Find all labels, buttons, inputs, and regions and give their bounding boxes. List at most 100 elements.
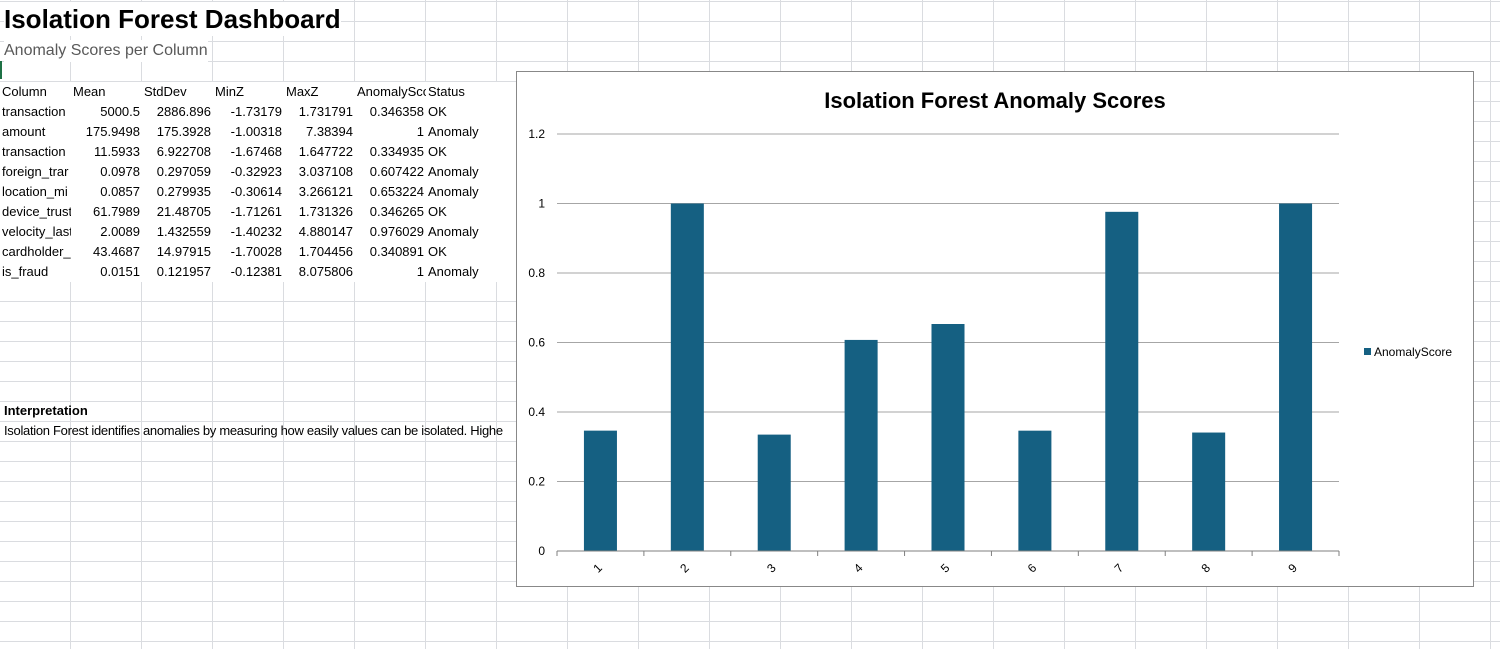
bar-4[interactable] [844,339,878,551]
value-cell[interactable]: 3.266121 [284,182,355,202]
y-tick-label: 0.8 [528,266,545,280]
value-cell[interactable]: 175.3928 [142,122,213,142]
value-cell[interactable]: 0.346265 [355,202,426,222]
header-cell[interactable]: AnomalySco [355,82,426,102]
bar-7[interactable] [1105,211,1139,551]
status-cell[interactable]: OK [426,202,516,222]
x-tick-label: 5 [938,561,953,576]
status-cell[interactable]: Anomaly [426,262,516,282]
y-tick-label: 0.2 [528,475,545,489]
value-cell[interactable]: 0.297059 [142,162,213,182]
value-cell[interactable]: -0.12381 [213,262,284,282]
y-tick-label: 1.2 [528,127,545,141]
value-cell[interactable]: 8.075806 [284,262,355,282]
value-cell[interactable]: 1.432559 [142,222,213,242]
value-cell[interactable]: 0.607422 [355,162,426,182]
value-cell[interactable]: -1.73179 [213,102,284,122]
value-cell[interactable]: 0.976029 [355,222,426,242]
chart-bars [583,203,1313,552]
row-label-cell[interactable]: transaction [0,142,71,162]
value-cell[interactable]: 2.0089 [71,222,142,242]
bar-8[interactable] [1192,432,1226,551]
legend-label: AnomalyScore [1374,345,1452,359]
value-cell[interactable]: -1.70028 [213,242,284,262]
value-cell[interactable]: 175.9498 [71,122,142,142]
value-cell[interactable]: -1.40232 [213,222,284,242]
value-cell[interactable]: 0.0151 [71,262,142,282]
value-cell[interactable]: 1.647722 [284,142,355,162]
row-label-cell[interactable]: location_mi [0,182,71,202]
value-cell[interactable]: 1 [355,122,426,142]
active-cell-marker [0,61,2,79]
value-cell[interactable]: 0.121957 [142,262,213,282]
value-cell[interactable]: 11.5933 [71,142,142,162]
value-cell[interactable]: 3.037108 [284,162,355,182]
value-cell[interactable]: 1.731326 [284,202,355,222]
value-cell[interactable]: 2886.896 [142,102,213,122]
header-cell[interactable]: Status [426,82,516,102]
interpretation-text[interactable]: Isolation Forest identifies anomalies by… [4,423,503,438]
status-cell[interactable]: OK [426,142,516,162]
row-label-cell[interactable]: device_trust [0,202,71,222]
bar-2[interactable] [670,203,704,552]
value-cell[interactable]: 0.346358 [355,102,426,122]
value-cell[interactable]: 1 [355,262,426,282]
value-cell[interactable]: 14.97915 [142,242,213,262]
header-cell[interactable]: StdDev [142,82,213,102]
value-cell[interactable]: 0.0978 [71,162,142,182]
x-tick-label: 9 [1285,561,1300,576]
value-cell[interactable]: 21.48705 [142,202,213,222]
value-cell[interactable]: 0.334935 [355,142,426,162]
interpretation-heading[interactable]: Interpretation [4,403,88,418]
value-cell[interactable]: 5000.5 [71,102,142,122]
chart-title: Isolation Forest Anomaly Scores [824,88,1166,113]
status-cell[interactable]: Anomaly [426,122,516,142]
value-cell[interactable]: 0.340891 [355,242,426,262]
value-cell[interactable]: 0.0857 [71,182,142,202]
dashboard-title[interactable]: Isolation Forest Dashboard [4,2,341,36]
x-axis [556,550,1340,556]
value-cell[interactable]: 4.880147 [284,222,355,242]
header-cell[interactable]: Column [0,82,71,102]
row-label-cell[interactable]: amount [0,122,71,142]
status-cell[interactable]: Anomaly [426,182,516,202]
value-cell[interactable]: 0.653224 [355,182,426,202]
value-cell[interactable]: -0.32923 [213,162,284,182]
value-cell[interactable]: -1.00318 [213,122,284,142]
row-label-cell[interactable]: transaction [0,102,71,122]
row-label-cell[interactable]: is_fraud [0,262,71,282]
row-label-cell[interactable]: velocity_last [0,222,71,242]
x-tick-label: 2 [677,561,692,576]
value-cell[interactable]: 1.704456 [284,242,355,262]
header-cell[interactable]: Mean [71,82,142,102]
bar-6[interactable] [1018,430,1052,551]
row-label-cell[interactable]: cardholder_ [0,242,71,262]
bar-3[interactable] [757,434,791,551]
row-label-cell[interactable]: foreign_trar [0,162,71,182]
y-tick-label: 1 [538,197,545,211]
bar-5[interactable] [931,324,965,551]
value-cell[interactable]: 0.279935 [142,182,213,202]
chart-legend[interactable]: AnomalyScore [1364,345,1452,359]
status-cell[interactable]: OK [426,102,516,122]
value-cell[interactable]: -1.71261 [213,202,284,222]
dashboard-subtitle[interactable]: Anomaly Scores per Column [4,40,208,62]
y-axis-ticks: 0 0.2 0.4 0.6 0.8 1 1.2 [528,127,545,558]
x-axis-ticks: 1 2 3 4 5 6 7 8 9 [590,561,1300,576]
y-tick-label: 0.4 [528,405,545,419]
value-cell[interactable]: 61.7989 [71,202,142,222]
header-cell[interactable]: MinZ [213,82,284,102]
value-cell[interactable]: 6.922708 [142,142,213,162]
header-cell[interactable]: MaxZ [284,82,355,102]
value-cell[interactable]: -0.30614 [213,182,284,202]
status-cell[interactable]: Anomaly [426,162,516,182]
value-cell[interactable]: -1.67468 [213,142,284,162]
status-cell[interactable]: OK [426,242,516,262]
bar-9[interactable] [1279,203,1313,552]
value-cell[interactable]: 43.4687 [71,242,142,262]
value-cell[interactable]: 7.38394 [284,122,355,142]
anomaly-chart[interactable]: Isolation Forest Anomaly Scores 0 0.2 0.4 0… [516,71,1474,587]
value-cell[interactable]: 1.731791 [284,102,355,122]
bar-1[interactable] [583,430,617,551]
status-cell[interactable]: Anomaly [426,222,516,242]
